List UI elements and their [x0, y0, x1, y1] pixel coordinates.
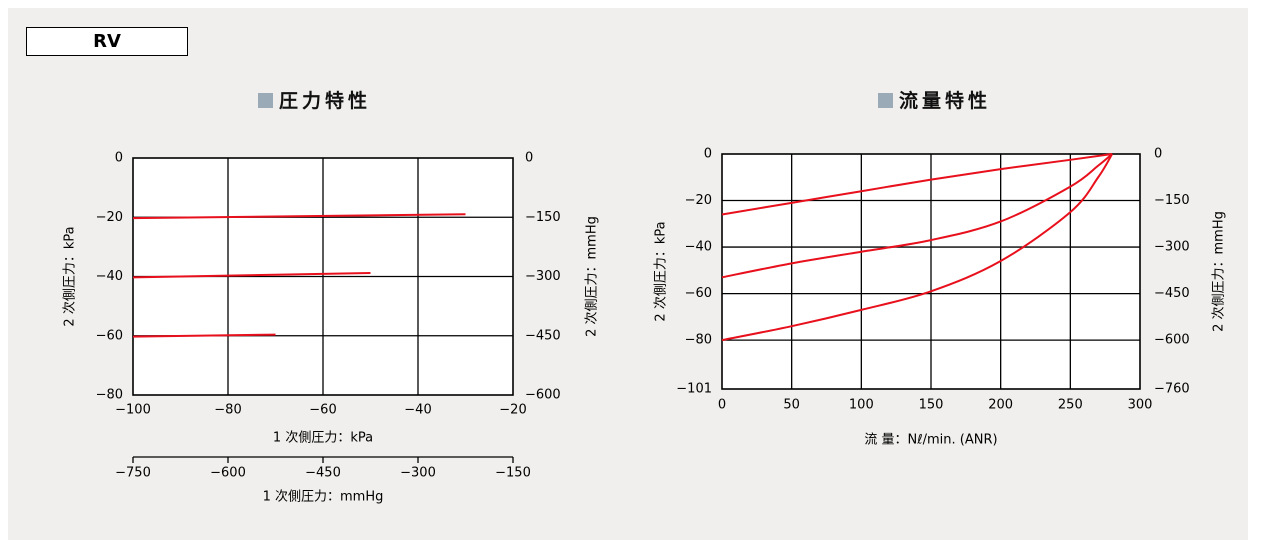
pressure-y-tick-label: −20 [96, 210, 123, 225]
pressure-series-line-2 [132, 271, 371, 279]
flow-y2-tick-label: −760 [1154, 382, 1190, 397]
pressure-x2-tick-label: −750 [115, 466, 151, 481]
flow-y-tick-label: −80 [685, 333, 712, 348]
pressure-x2-tick-label: −150 [495, 466, 531, 481]
pressure-x-tick-label: −100 [115, 403, 151, 418]
pressure-x-axis-label: 1 次側圧力：kPa [273, 430, 373, 446]
title-square-icon [878, 93, 893, 108]
flow-y-tick-label: −60 [685, 286, 712, 301]
flow-x-tick-label: 250 [1058, 398, 1083, 413]
flow-x-tick-label: 200 [988, 398, 1013, 413]
pressure-y-tick-label: −60 [96, 328, 123, 343]
title-square-icon [258, 93, 273, 108]
flow-x-tick-label: 50 [783, 398, 800, 413]
pressure-x2-tick-label: −450 [305, 466, 341, 481]
pressure-x-tick-label: −80 [214, 403, 241, 418]
pressure-x2-tick-label: −600 [210, 466, 246, 481]
pressure-series-line-1 [132, 213, 466, 220]
flow-y2-tick-label: 0 [1154, 147, 1162, 162]
pressure-y-tick-label: 0 [115, 151, 123, 166]
flow-y-axis-label: 2 次側圧力：kPa [653, 221, 669, 321]
pressure-y2-tick-label: −300 [525, 269, 561, 284]
flow-x-tick-label: 300 [1128, 398, 1153, 413]
pressure-y2-tick-label: −600 [525, 388, 561, 403]
flow-series-line-3 [721, 153, 1113, 342]
flow-title-text: 流量特性 [899, 90, 992, 112]
flow-y2-tick-label: −300 [1154, 240, 1190, 255]
flow-y-tick-label: −40 [685, 240, 712, 255]
pressure-y-tick-label: −40 [96, 269, 123, 284]
pressure-y-axis-label: 2 次側圧力：kPa [62, 226, 78, 326]
pressure-y2-tick-label: 0 [525, 151, 533, 166]
flow-chart-title: 流量特性 [878, 86, 991, 113]
flow-x-tick-label: 100 [849, 398, 874, 413]
flow-series-line-1 [721, 153, 1113, 216]
flow-x-tick-label: 0 [718, 398, 726, 413]
pressure-x2-axis-label: 1 次側圧力：mmHg [263, 489, 384, 505]
flow-series-line-2 [721, 153, 1113, 279]
pressure-x2-tick-label: −300 [400, 466, 436, 481]
flow-y2-tick-label: −450 [1154, 286, 1190, 301]
flow-y2-tick-label: −600 [1154, 333, 1190, 348]
pressure-y2-tick-label: −150 [525, 210, 561, 225]
flow-y-tick-label: −20 [685, 193, 712, 208]
flow-y2-axis-label: 2 次側圧力：mmHg [1211, 211, 1227, 332]
pressure-chart-title: 圧力特性 [258, 86, 371, 113]
pressure-x-tick-label: −40 [404, 403, 431, 418]
flow-y2-tick-label: −150 [1154, 193, 1190, 208]
pressure-y2-tick-label: −450 [525, 328, 561, 343]
flow-y-tick-label: −101 [676, 382, 712, 397]
pressure-x-tick-label: −60 [309, 403, 336, 418]
model-label: RV [26, 27, 188, 56]
pressure-title-text: 圧力特性 [279, 90, 372, 112]
pressure-x-tick-label: −20 [499, 403, 526, 418]
pressure-series-line-3 [132, 333, 276, 338]
flow-y-tick-label: 0 [704, 147, 712, 162]
pressure-y2-axis-label: 2 次側圧力：mmHg [584, 216, 600, 337]
flow-x-axis-label: 流 量：Nℓ/min. (ANR) [864, 433, 997, 448]
flow-x-tick-label: 150 [919, 398, 944, 413]
pressure-y-tick-label: −80 [96, 388, 123, 403]
